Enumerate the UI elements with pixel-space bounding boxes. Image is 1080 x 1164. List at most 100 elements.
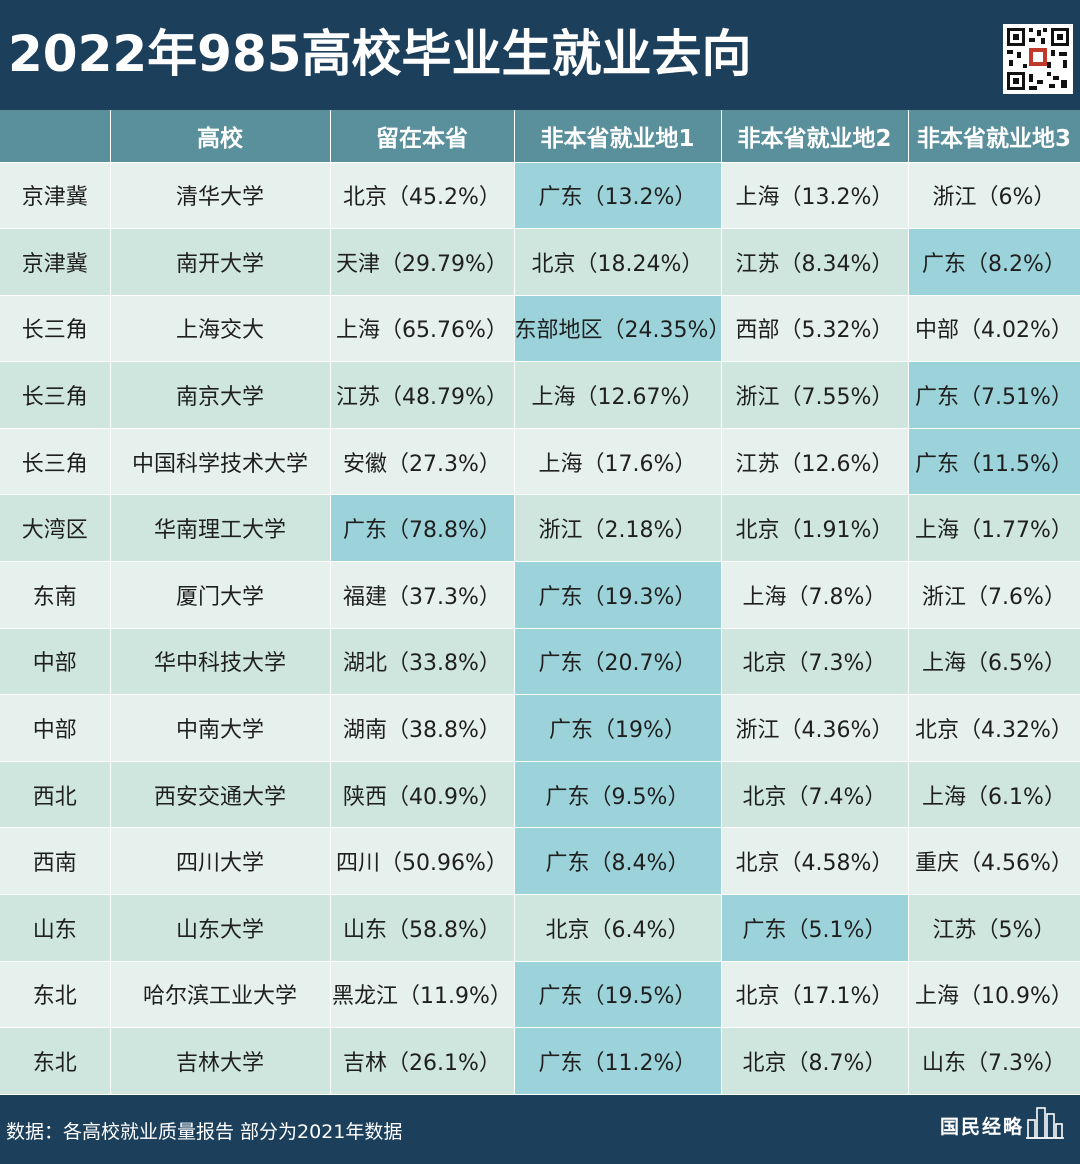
destination-1-cell: 上海（12.67%） [514,361,722,429]
destination-3-cell: 广东（8.2%） [908,228,1080,296]
school-cell: 清华大学 [110,162,331,230]
home-province-cell: 陕西（40.9%） [330,761,515,829]
destination-3-cell: 广东（11.5%） [908,428,1080,496]
header-destination-2: 非本省就业地2 [721,110,909,163]
destination-1-cell: 广东（9.5%） [514,761,722,829]
destination-2-cell: 浙江（7.55%） [721,361,909,429]
destination-3-cell: 上海（6.5%） [908,628,1080,696]
destination-2-cell: 上海（7.8%） [721,561,909,629]
destination-2-cell: 广东（5.1%） [721,894,909,962]
home-province-cell: 福建（37.3%） [330,561,515,629]
home-province-cell: 广东（78.8%） [330,494,515,563]
table-row: 长三角 中国科学技术大学 安徽（27.3%） 上海（17.6%） 江苏（12.6%） 广东… [0,428,1080,496]
table-row: 长三角 上海交大 上海（65.76%） 东部地区（24.35%） 西部（5.32%） 中部… [0,295,1080,363]
home-province-cell: 湖南（38.8%） [330,694,515,762]
destination-1-cell: 广东（13.2%） [514,162,722,230]
home-province-cell: 山东（58.8%） [330,894,515,962]
school-cell: 南开大学 [110,228,331,296]
data-source-note: 数据：各高校就业质量报告 部分为2021年数据 [6,1121,403,1143]
destination-3-cell: 浙江（7.6%） [908,561,1080,629]
destination-3-cell: 江苏（5%） [908,894,1080,962]
destination-3-cell: 广东（7.51%） [908,361,1080,429]
school-cell: 华南理工大学 [110,494,331,563]
home-province-cell: 安徽（27.3%） [330,428,515,496]
header-school: 高校 [110,110,331,163]
destination-1-cell: 上海（17.6%） [514,428,722,496]
school-cell: 南京大学 [110,361,331,429]
table-row: 西北 西安交通大学 陕西（40.9%） 广东（9.5%） 北京（7.4%） 上海（6.1%… [0,761,1080,829]
table-row: 东北 吉林大学 吉林（26.1%） 广东（11.2%） 北京（8.7%） 山东（7.3%） [0,1027,1080,1095]
table-row: 东南 厦门大学 福建（37.3%） 广东（19.3%） 上海（7.8%） 浙江（7.6%） [0,561,1080,629]
school-cell: 上海交大 [110,295,331,363]
employment-table: 高校 留在本省 非本省就业地1 非本省就业地2 非本省就业地3 京津冀 清华大学北… [0,110,1080,1095]
table-row: 山东 山东大学 山东（58.8%） 北京（6.4%） 广东（5.1%） 江苏（5%） [0,894,1080,962]
region-cell: 西南 [0,827,111,896]
destination-1-cell: 北京（6.4%） [514,894,722,962]
table-row: 京津冀 清华大学 北京（45.2%） 广东（13.2%） 上海（13.2%） 浙江（6%） [0,162,1080,230]
region-cell: 中部 [0,694,111,762]
table-row: 西南 四川大学 四川（50.96%） 广东（8.4%） 北京（4.58%） 重庆（4.56… [0,827,1080,896]
region-cell: 中部 [0,628,111,696]
region-cell: 京津冀 [0,228,111,296]
table-row: 中部 中南大学 湖南（38.8%） 广东（19%） 浙江（4.36%） 北京（4.32%） [0,694,1080,762]
brand-name: 国民经略 [940,1116,1025,1138]
school-cell: 四川大学 [110,827,331,896]
destination-1-cell: 广东（8.4%） [514,827,722,896]
region-cell: 山东 [0,894,111,962]
destination-2-cell: 北京（7.3%） [721,628,909,696]
destination-2-cell: 浙江（4.36%） [721,694,909,762]
school-cell: 华中科技大学 [110,628,331,696]
destination-2-cell: 西部（5.32%） [721,295,909,363]
destination-1-cell: 浙江（2.18%） [514,494,722,563]
table-row: 中部 华中科技大学 湖北（33.8%） 广东（20.7%） 北京（7.3%） 上海（6.5… [0,628,1080,696]
home-province-cell: 天津（29.79%） [330,228,515,296]
destination-2-cell: 北京（1.91%） [721,494,909,563]
region-cell: 东北 [0,1027,111,1095]
header-region [0,110,111,163]
home-province-cell: 北京（45.2%） [330,162,515,230]
school-cell: 西安交通大学 [110,761,331,829]
destination-3-cell: 重庆（4.56%） [908,827,1080,896]
destination-2-cell: 北京（7.4%） [721,761,909,829]
region-cell: 长三角 [0,295,111,363]
school-cell: 中国科学技术大学 [110,428,331,496]
destination-1-cell: 广东（11.2%） [514,1027,722,1095]
region-cell: 长三角 [0,428,111,496]
qr-code-icon [1003,24,1073,94]
destination-2-cell: 江苏（8.34%） [721,228,909,296]
header-home-province: 留在本省 [330,110,515,163]
home-province-cell: 上海（65.76%） [330,295,515,363]
header-destination-1: 非本省就业地1 [514,110,722,163]
school-cell: 中南大学 [110,694,331,762]
school-cell: 吉林大学 [110,1027,331,1095]
home-province-cell: 湖北（33.8%） [330,628,515,696]
region-cell: 大湾区 [0,494,111,563]
page-title: 2022年985高校毕业生就业去向 [8,25,752,83]
footer: 数据：各高校就业质量报告 部分为2021年数据 国民经略 [0,1098,1080,1164]
table-row: 长三角 南京大学 江苏（48.79%） 上海（12.67%） 浙江（7.55%） 广东（7… [0,361,1080,429]
destination-1-cell: 北京（18.24%） [514,228,722,296]
city-skyline-icon [1026,1104,1064,1144]
table-row: 大湾区 华南理工大学 广东（78.8%） 浙江（2.18%） 北京（1.91%） 上海（1… [0,494,1080,563]
destination-2-cell: 上海（13.2%） [721,162,909,230]
destination-3-cell: 中部（4.02%） [908,295,1080,363]
destination-2-cell: 北京（4.58%） [721,827,909,896]
destination-2-cell: 北京（8.7%） [721,1027,909,1095]
home-province-cell: 江苏（48.79%） [330,361,515,429]
destination-1-cell: 广东（19.5%） [514,961,722,1029]
region-cell: 京津冀 [0,162,111,230]
home-province-cell: 吉林（26.1%） [330,1027,515,1095]
destination-3-cell: 上海（1.77%） [908,494,1080,563]
school-cell: 厦门大学 [110,561,331,629]
destination-3-cell: 浙江（6%） [908,162,1080,230]
destination-2-cell: 江苏（12.6%） [721,428,909,496]
destination-1-cell: 广东（20.7%） [514,628,722,696]
region-cell: 长三角 [0,361,111,429]
destination-2-cell: 北京（17.1%） [721,961,909,1029]
destination-3-cell: 上海（10.9%） [908,961,1080,1029]
destination-3-cell: 上海（6.1%） [908,761,1080,829]
table-row: 东北 哈尔滨工业大学 黑龙江（11.9%） 广东（19.5%） 北京（17.1%） 上海（… [0,961,1080,1029]
header-destination-3: 非本省就业地3 [908,110,1080,163]
region-cell: 西北 [0,761,111,829]
